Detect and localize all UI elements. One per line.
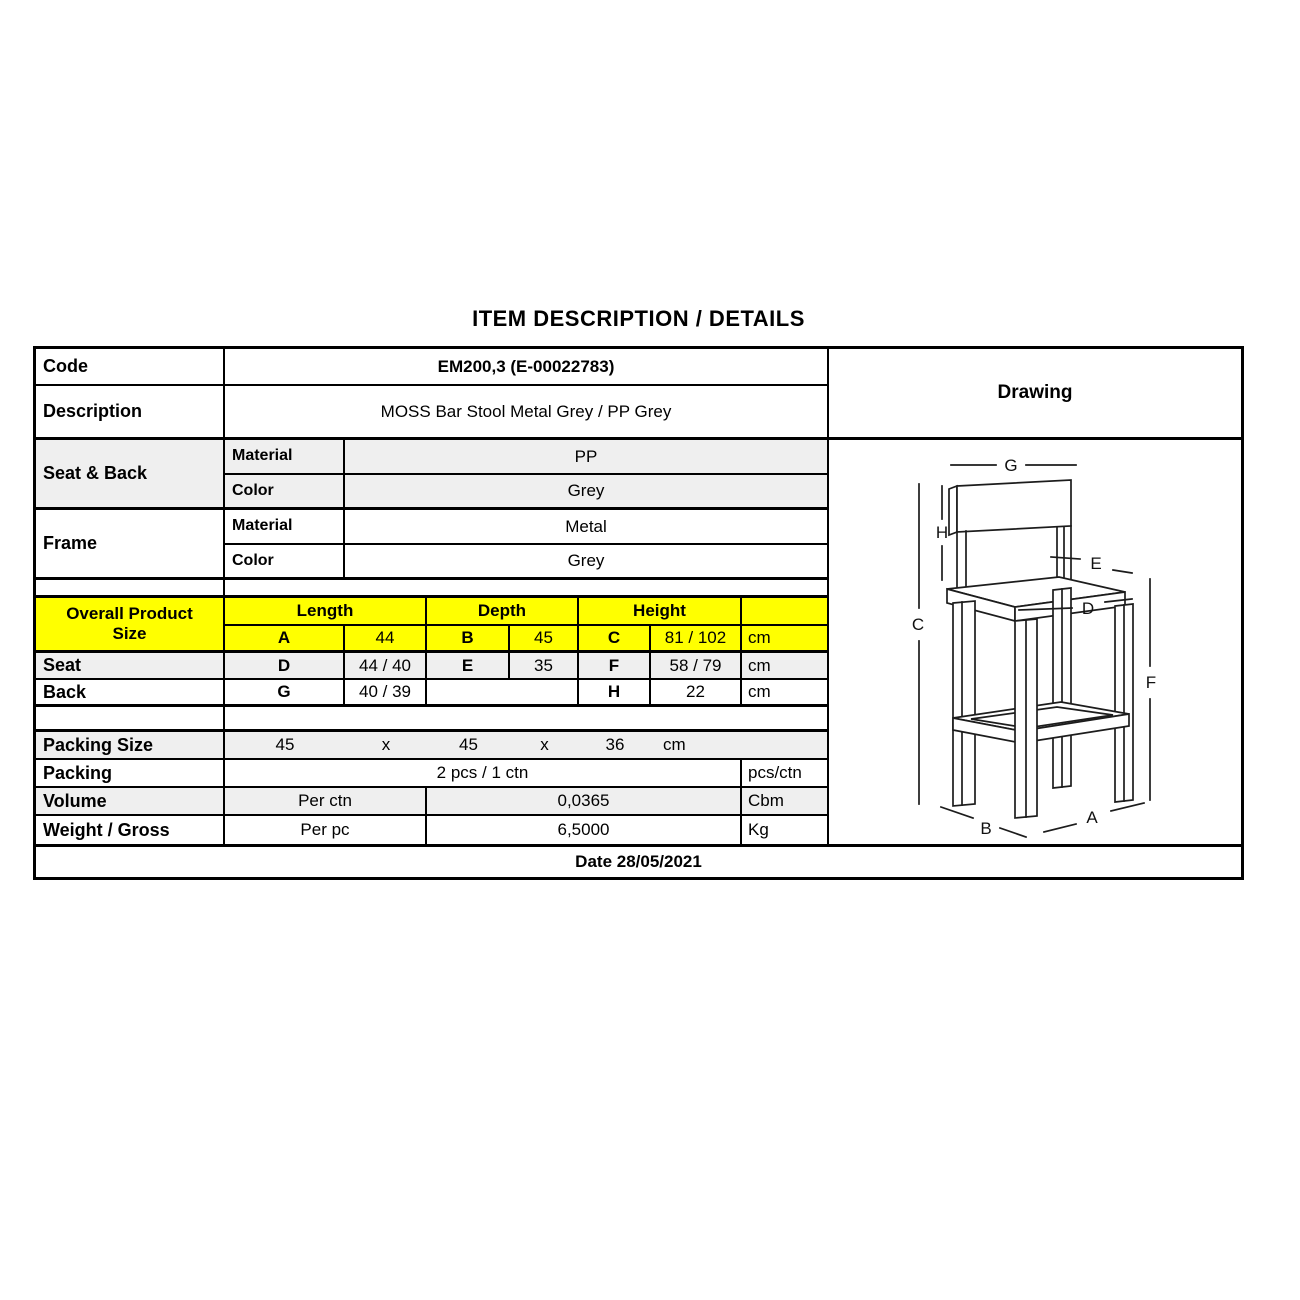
drawing-header: Drawing	[829, 349, 1241, 440]
packing-value: 2 pcs / 1 ctn	[225, 760, 742, 788]
dim-value-A: 44	[345, 626, 427, 653]
packing-size-values: 45 x 45 x 36 cm	[225, 732, 829, 760]
dim-value-H: 22	[651, 680, 742, 707]
weight-basis: Per pc	[225, 816, 427, 847]
back-row-label: Back	[36, 680, 225, 707]
drawing-label-E: E	[1090, 554, 1101, 573]
seat-back-color-label: Color	[225, 475, 345, 510]
empty-depth-cell	[427, 680, 579, 707]
date-row: Date 28/05/2021	[575, 852, 702, 872]
dim-value-E: 35	[510, 653, 579, 680]
dim-value-C: 81 / 102	[651, 626, 742, 653]
dim-value-B: 45	[510, 626, 579, 653]
dim-key-G: G	[225, 680, 345, 707]
dim-value-D: 44 / 40	[345, 653, 427, 680]
dim-key-C: C	[579, 626, 651, 653]
weight-unit: Kg	[742, 816, 829, 847]
description-label: Description	[36, 386, 225, 440]
volume-unit: Cbm	[742, 788, 829, 816]
overall-product-line2: Size	[112, 624, 147, 643]
packing-size-label: Packing Size	[36, 732, 225, 760]
spacer-row	[225, 580, 829, 598]
depth-header: Depth	[427, 598, 579, 626]
bar-stool-drawing: G H C E D F B A	[912, 456, 1156, 839]
seat-back-material-label: Material	[225, 440, 345, 475]
volume-value: 0,0365	[427, 788, 742, 816]
length-header: Length	[225, 598, 427, 626]
packing-size-height: 36	[605, 735, 625, 755]
drawing-label-A: A	[1086, 808, 1098, 827]
drawing-label-B: B	[980, 819, 991, 838]
code-label: Code	[36, 349, 225, 386]
description-value: MOSS Bar Stool Metal Grey / PP Grey	[225, 386, 829, 440]
dim-key-B: B	[427, 626, 510, 653]
packing-size-length: 45	[275, 735, 295, 755]
unit-cm: cm	[742, 626, 829, 653]
drawing-area: G H C E D F B A	[829, 440, 1241, 847]
drawing-label-C: C	[912, 615, 924, 634]
dim-value-F: 58 / 79	[651, 653, 742, 680]
dim-key-E: E	[427, 653, 510, 680]
volume-basis: Per ctn	[225, 788, 427, 816]
packing-size-unit: cm	[663, 735, 686, 755]
dim-value-G: 40 / 39	[345, 680, 427, 707]
frame-color-value: Grey	[345, 545, 829, 580]
dim-key-F: F	[579, 653, 651, 680]
spacer-row	[225, 707, 829, 732]
frame-material-value: Metal	[345, 510, 829, 545]
volume-label: Volume	[36, 788, 225, 816]
spacer-row	[36, 580, 225, 598]
weight-value: 6,5000	[427, 816, 742, 847]
dim-key-A: A	[225, 626, 345, 653]
packing-size-depth: 45	[459, 735, 478, 755]
drawing-label-G: G	[1004, 456, 1017, 475]
height-header: Height	[579, 598, 742, 626]
overall-product-line1: Overall Product	[66, 604, 193, 624]
page-title: ITEM DESCRIPTION / DETAILS	[472, 306, 805, 331]
frame-material-label: Material	[225, 510, 345, 545]
code-value: EM200,3 (E-00022783)	[225, 349, 829, 386]
dim-key-H: H	[579, 680, 651, 707]
dim-key-D: D	[225, 653, 345, 680]
drawing-label-H: H	[936, 523, 948, 542]
overall-product-size-label: Overall Product Size	[36, 598, 225, 653]
weight-label: Weight / Gross	[36, 816, 225, 847]
packing-unit: pcs/ctn	[742, 760, 829, 788]
empty-yellow-cell	[742, 598, 829, 626]
frame-color-label: Color	[225, 545, 345, 580]
seat-back-color-value: Grey	[345, 475, 829, 510]
unit-cm: cm	[742, 653, 829, 680]
packing-size-times: x	[381, 735, 391, 755]
spacer-row	[36, 707, 225, 732]
packing-label: Packing	[36, 760, 225, 788]
seat-row-label: Seat	[36, 653, 225, 680]
seat-back-section-label: Seat & Back	[36, 440, 225, 510]
drawing-label-F: F	[1146, 673, 1156, 692]
packing-size-times: x	[540, 735, 549, 755]
unit-cm: cm	[742, 680, 829, 707]
seat-back-material-value: PP	[345, 440, 829, 475]
frame-section-label: Frame	[36, 510, 225, 580]
spec-table: Code EM200,3 (E-00022783) Drawing Descri…	[33, 346, 1244, 880]
drawing-label-D: D	[1082, 599, 1094, 618]
